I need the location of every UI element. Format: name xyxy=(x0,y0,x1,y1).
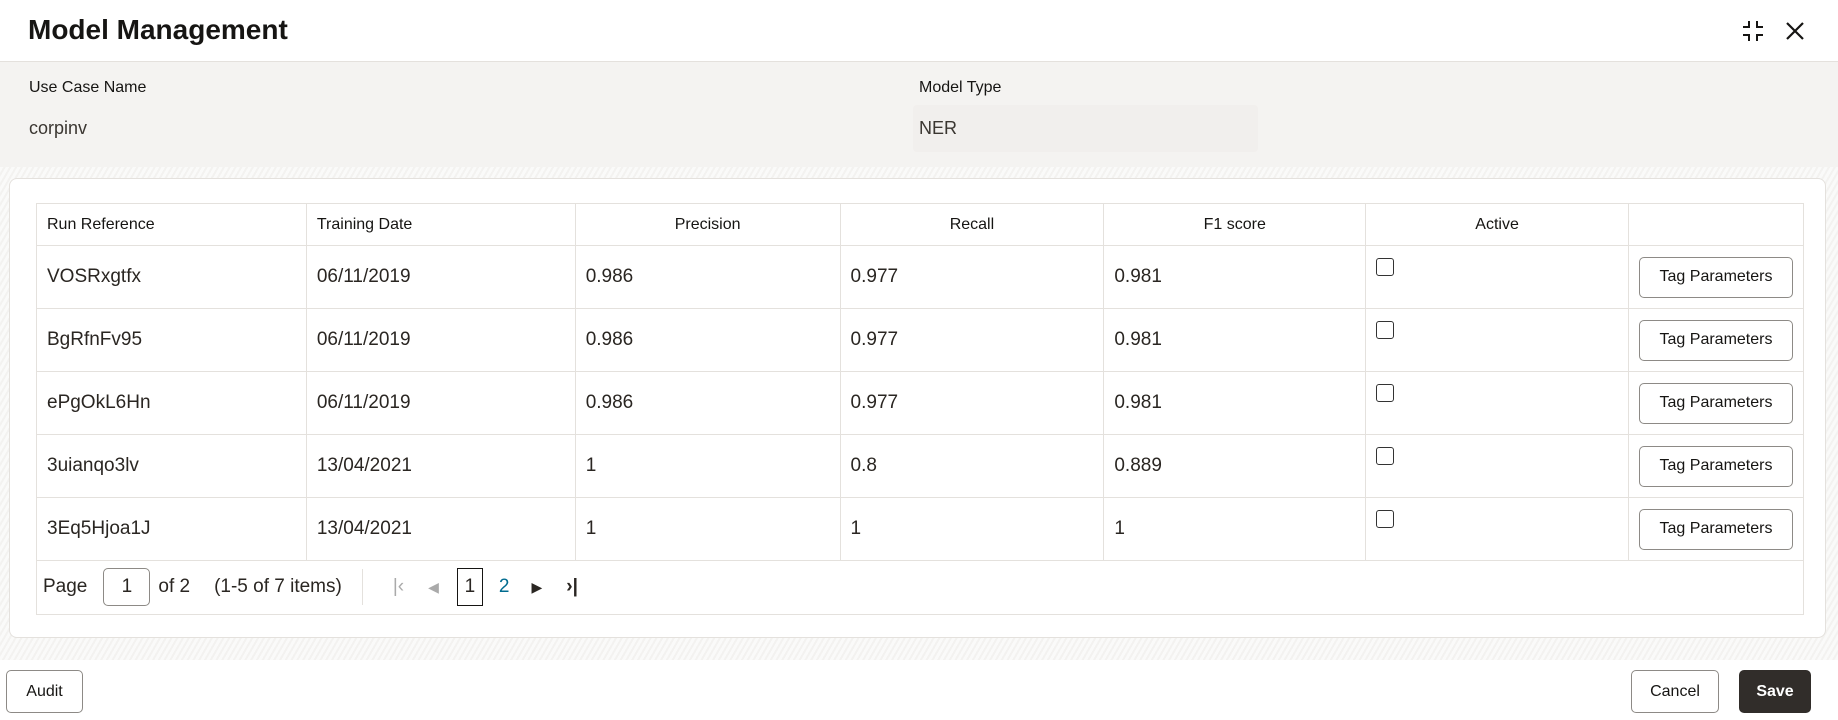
f1-score-cell: 0.889 xyxy=(1103,434,1367,498)
training-date-cell: 06/11/2019 xyxy=(305,371,576,435)
col-training-date: Training Date xyxy=(305,203,576,246)
first-page-icon[interactable]: |‹ xyxy=(392,576,405,597)
recall-cell: 0.8 xyxy=(839,434,1105,498)
precision-cell: 0.986 xyxy=(574,245,841,309)
run-reference-cell: ePgOkL6Hn xyxy=(36,371,307,435)
table-row: 3uianqo3lv 13/04/2021 1 0.8 0.889 Tag Pa… xyxy=(36,434,1804,498)
precision-cell: 1 xyxy=(574,434,841,498)
precision-cell: 0.986 xyxy=(574,308,841,372)
training-date-cell: 06/11/2019 xyxy=(305,308,576,372)
col-active: Active xyxy=(1365,203,1629,246)
run-reference-cell: 3uianqo3lv xyxy=(36,434,307,498)
tag-parameters-button[interactable]: Tag Parameters xyxy=(1639,382,1793,424)
table-row: 3Eq5Hjoa1J 13/04/2021 1 1 1 Tag Paramete… xyxy=(36,497,1804,561)
precision-cell: 0.986 xyxy=(574,371,841,435)
f1-score-cell: 1 xyxy=(1103,497,1367,561)
table-header-row: Run Reference Training Date Precision Re… xyxy=(36,203,1804,246)
runs-card: Run Reference Training Date Precision Re… xyxy=(9,178,1826,638)
next-page-icon[interactable]: ▶ xyxy=(531,578,543,595)
active-checkbox[interactable] xyxy=(1376,510,1395,528)
run-reference-cell: VOSRxgtfx xyxy=(36,245,307,309)
model-type-field xyxy=(913,105,1258,152)
action-cell: Tag Parameters xyxy=(1628,497,1804,561)
pagination: Page 1 of 2 (1-5 of 7 items) |‹ ◀ 1 2 ▶ … xyxy=(36,560,1804,615)
col-actions xyxy=(1628,203,1804,246)
active-checkbox[interactable] xyxy=(1376,447,1395,465)
compress-icon[interactable] xyxy=(1738,16,1768,46)
divider xyxy=(361,569,363,605)
f1-score-cell: 0.981 xyxy=(1103,245,1367,309)
page-title: Model Management xyxy=(28,14,288,45)
active-cell xyxy=(1365,497,1629,561)
save-button[interactable]: Save xyxy=(1739,670,1811,713)
recall-cell: 0.977 xyxy=(839,371,1105,435)
training-date-cell: 06/11/2019 xyxy=(305,245,576,309)
active-checkbox[interactable] xyxy=(1376,258,1395,276)
items-range: (1-5 of 7 items) xyxy=(214,576,342,597)
active-cell xyxy=(1365,308,1629,372)
close-icon[interactable] xyxy=(1780,16,1810,46)
model-type-value: NER xyxy=(919,118,958,138)
active-cell xyxy=(1365,434,1629,498)
tag-parameters-button[interactable]: Tag Parameters xyxy=(1639,319,1793,361)
recall-cell: 0.977 xyxy=(839,308,1105,372)
page-total: of 2 xyxy=(158,576,191,597)
table-row: ePgOkL6Hn 06/11/2019 0.986 0.977 0.981 T… xyxy=(36,371,1804,435)
run-reference-cell: BgRfnFv95 xyxy=(36,308,307,372)
col-precision: Precision xyxy=(574,203,841,246)
page-2-button[interactable]: 2 xyxy=(498,576,510,597)
model-type-label: Model Type xyxy=(919,79,1002,96)
col-f1-score: F1 score xyxy=(1103,203,1367,246)
use-case-name-value: corpinv xyxy=(29,118,88,138)
run-reference-cell: 3Eq5Hjoa1J xyxy=(36,497,307,561)
recall-cell: 1 xyxy=(839,497,1105,561)
cancel-button[interactable]: Cancel xyxy=(1631,670,1719,713)
action-cell: Tag Parameters xyxy=(1628,308,1804,372)
action-cell: Tag Parameters xyxy=(1628,245,1804,309)
page-label: Page xyxy=(43,576,88,597)
tag-parameters-button[interactable]: Tag Parameters xyxy=(1639,445,1793,487)
previous-page-icon[interactable]: ◀ xyxy=(428,578,439,595)
runs-table: Run Reference Training Date Precision Re… xyxy=(36,203,1804,561)
precision-cell: 1 xyxy=(574,497,841,561)
audit-button[interactable]: Audit xyxy=(6,670,83,713)
table-row: BgRfnFv95 06/11/2019 0.986 0.977 0.981 T… xyxy=(36,308,1804,372)
col-run-reference: Run Reference xyxy=(36,203,307,246)
f1-score-cell: 0.981 xyxy=(1103,371,1367,435)
page-1-button[interactable]: 1 xyxy=(456,568,483,606)
tag-parameters-button[interactable]: Tag Parameters xyxy=(1639,508,1793,550)
active-cell xyxy=(1365,371,1629,435)
use-case-name-label: Use Case Name xyxy=(29,79,147,96)
last-page-icon[interactable]: ›| xyxy=(566,576,578,597)
active-checkbox[interactable] xyxy=(1376,384,1395,402)
page-input[interactable]: 1 xyxy=(103,568,151,606)
model-info-section: Use Case Name corpinv Model Type NER xyxy=(0,62,1838,167)
action-cell: Tag Parameters xyxy=(1628,434,1804,498)
active-cell xyxy=(1365,245,1629,309)
f1-score-cell: 0.981 xyxy=(1103,308,1367,372)
tag-parameters-button[interactable]: Tag Parameters xyxy=(1639,256,1793,298)
recall-cell: 0.977 xyxy=(839,245,1105,309)
col-recall: Recall xyxy=(839,203,1105,246)
action-cell: Tag Parameters xyxy=(1628,371,1804,435)
table-row: VOSRxgtfx 06/11/2019 0.986 0.977 0.981 T… xyxy=(36,245,1804,309)
dialog-header: Model Management xyxy=(0,0,1838,62)
active-checkbox[interactable] xyxy=(1376,321,1395,339)
training-date-cell: 13/04/2021 xyxy=(305,497,576,561)
training-date-cell: 13/04/2021 xyxy=(305,434,576,498)
